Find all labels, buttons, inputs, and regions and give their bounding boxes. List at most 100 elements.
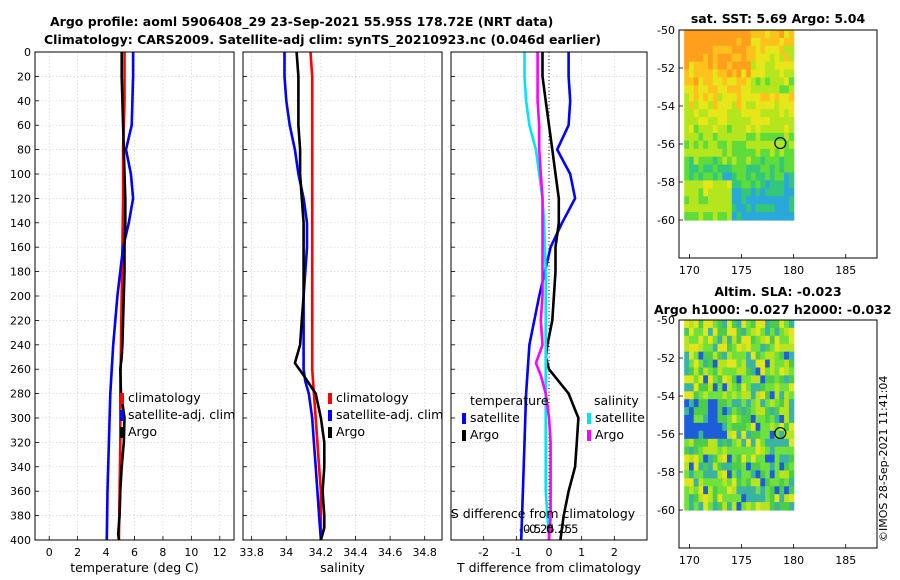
sla_map-cell <box>731 446 738 456</box>
sla_map-cell <box>722 343 728 353</box>
sst_map-cell <box>731 101 738 110</box>
sla_map-cell <box>712 446 719 456</box>
salinity_panel-xtick-label: 34.6 <box>378 546 403 559</box>
sla_map-cell <box>741 415 747 424</box>
sst_map-cell <box>703 61 709 71</box>
sst_map-cell <box>689 196 695 205</box>
sla_map-cell <box>741 454 747 464</box>
salinity_panel-series-argo <box>293 51 326 541</box>
sla_map-cell <box>760 335 766 345</box>
sst_map-cell <box>750 69 757 79</box>
sla_map-cell <box>689 327 695 337</box>
sst_map-cell <box>698 188 704 197</box>
sla_map-cell <box>774 422 780 432</box>
sst_map-cell <box>731 164 738 174</box>
sst_map-cell <box>755 30 761 39</box>
sst_map-cell <box>741 156 747 166</box>
sst_map-cell <box>698 140 704 150</box>
sla_map-cell <box>684 359 690 369</box>
sla_map-cell <box>788 367 795 376</box>
sst_map-cell <box>693 188 700 197</box>
sst_map-cell <box>769 148 776 158</box>
sst_map-cell <box>760 77 766 86</box>
sla_map-cell <box>731 320 738 329</box>
sst_map-cell <box>717 101 723 110</box>
sla_map-cell <box>684 343 690 353</box>
sst_map-cell <box>703 212 709 221</box>
sst_map-cell <box>693 132 700 142</box>
sst_map-cell <box>774 188 780 197</box>
sst_map-cell <box>717 37 723 47</box>
sst_map-cell <box>703 180 709 189</box>
sst_map-cell <box>712 156 719 166</box>
sst_map-cell <box>703 132 709 142</box>
sla_map-cell <box>750 415 757 424</box>
diff-legend-label: satellite <box>595 410 645 425</box>
sst_map-cell <box>755 188 761 197</box>
sst_map-cell <box>779 77 785 86</box>
difference_panel-xtick-label: 1 <box>578 546 585 559</box>
sst_map-cell <box>698 53 704 63</box>
sst_map-cell <box>693 37 700 47</box>
sst_map-cell <box>750 85 757 94</box>
sst_map-cell <box>731 109 738 118</box>
sla_map-cell <box>722 327 728 337</box>
sla_map-cell <box>727 320 733 329</box>
sla_map-cell <box>722 351 728 361</box>
sla_map-cell <box>784 454 790 464</box>
sla_map-cell <box>708 470 714 479</box>
sst_map-cell <box>689 69 695 79</box>
sla_map-cell <box>746 407 752 416</box>
sla_map-cell <box>788 343 795 353</box>
sla_map-cell <box>698 407 704 416</box>
sst_map-cell <box>741 172 747 181</box>
sst_map-cell <box>760 37 766 47</box>
sst_map-cell <box>774 117 780 126</box>
sla_map-cell <box>703 486 709 495</box>
sst_map-cell <box>689 109 695 118</box>
sla_map-cell <box>779 462 785 471</box>
sst_map-cell <box>722 148 728 158</box>
sst_map-cell <box>712 180 719 189</box>
sst_map-cell <box>774 180 780 189</box>
sla_map-cell <box>698 375 704 384</box>
sst_map-cell <box>769 164 776 174</box>
sla_map-cell <box>788 351 795 361</box>
sst_map-cell <box>755 125 761 134</box>
sst_map-cell <box>717 204 723 213</box>
sst_map-cell <box>693 204 700 213</box>
sst_map-cell <box>722 164 728 174</box>
temperature_panel-xtick-label: 10 <box>184 546 198 559</box>
sla_map-cell <box>760 502 766 511</box>
sst_map-cell <box>689 77 695 86</box>
sla_map-cell <box>779 470 785 479</box>
sst_map-cell <box>708 204 714 213</box>
sla_map-cell <box>784 335 790 345</box>
sla_map-cell <box>750 359 757 369</box>
sla_map-cell <box>769 399 776 408</box>
sla_map-cell <box>769 343 776 353</box>
sla_map-cell <box>712 399 719 408</box>
sla_map-cell <box>765 502 771 511</box>
sst_map-cell <box>717 69 723 79</box>
sla_map-cell <box>736 399 742 408</box>
sst_map-cell <box>736 101 742 110</box>
sla_map-cell <box>784 478 790 487</box>
sla_map-cell <box>731 383 738 392</box>
sst_map-cell <box>779 30 785 39</box>
sla_map-cell <box>722 367 728 376</box>
sla_map-cell <box>712 375 719 384</box>
sla_map-cell <box>741 486 747 495</box>
sst_map-cell <box>731 212 738 221</box>
sst_map-cell <box>750 188 757 197</box>
sst_map-cell <box>689 61 695 71</box>
sst_map-cell <box>727 85 733 94</box>
sst_map-cell <box>684 172 690 181</box>
sla_map-cell <box>750 343 757 353</box>
sla_map-cell <box>774 335 780 345</box>
sst_map-cell <box>746 132 752 142</box>
sst_map-cell <box>750 37 757 47</box>
sla-map-subtitle: Argo h1000: -0.027 h2000: -0.032 <box>654 302 892 317</box>
sla_map-cell <box>746 486 752 495</box>
sst_map-cell <box>693 85 700 94</box>
